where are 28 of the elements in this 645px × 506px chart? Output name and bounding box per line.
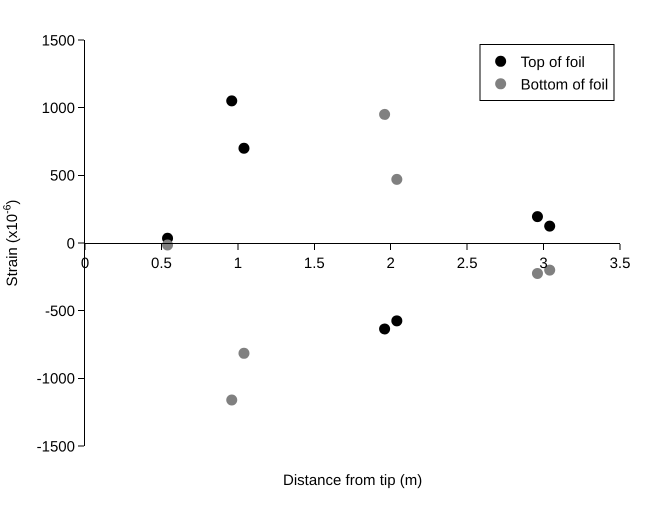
x-tick-label: 2 [386,255,395,272]
y-tick-label: 1500 [42,32,75,50]
point [391,174,402,185]
x-axis-title: Distance from tip (m) [283,472,422,489]
point [391,315,402,326]
x-tick-label: 1 [234,255,242,272]
point [379,323,390,334]
point [532,211,543,222]
y-tick-label: 0 [66,235,75,252]
point [532,268,543,279]
point [226,95,238,106]
y-tick-label: -1000 [36,370,75,388]
x-tick-label: 3.5 [610,255,630,272]
y-tick-label: 1000 [42,100,75,117]
x-tick-label: 3 [539,255,548,272]
x-tick-label: 1.5 [304,255,325,272]
point [544,220,556,232]
point [238,142,250,154]
point [379,108,390,120]
y-tick-label: 500 [50,168,75,185]
point [226,394,238,406]
x-tick-label: 2.5 [456,255,478,272]
y-tick-label: -500 [44,302,75,320]
y-tick-label: -1500 [36,438,75,456]
point [238,348,250,359]
legend-label: Bottom of foil [520,76,608,94]
x-tick-label: 0.5 [151,255,172,272]
legend-label: Top of foil [520,54,585,72]
